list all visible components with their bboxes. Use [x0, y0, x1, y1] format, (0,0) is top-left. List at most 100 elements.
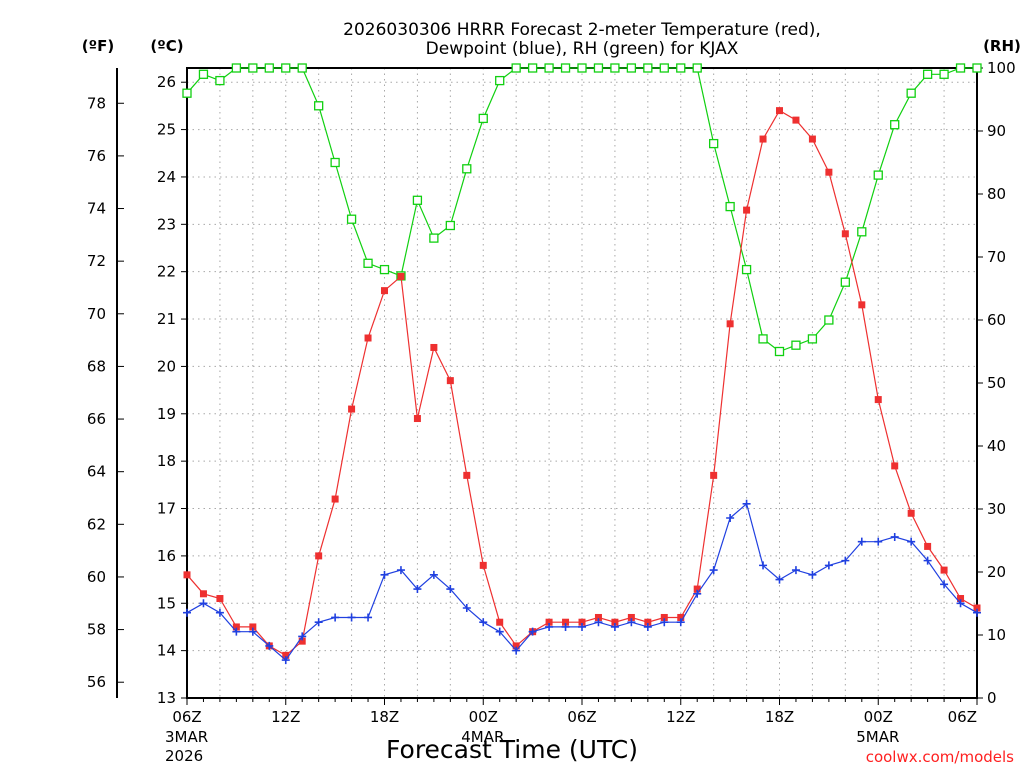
dewpoint-point: [545, 622, 554, 631]
celsius-tick-label: 23: [157, 215, 176, 233]
temperature-point: [381, 287, 388, 295]
rh-point: [330, 157, 340, 168]
rh-point: [412, 195, 423, 205]
rh-point: [527, 63, 538, 73]
temperature-point: [924, 542, 932, 550]
x-year-label: 2026: [165, 747, 203, 765]
rh-point: [511, 63, 521, 73]
rh-point: [824, 315, 834, 325]
dewpoint-series: [183, 499, 981, 665]
rh-point: [577, 63, 587, 73]
temperature-line: [186, 109, 978, 657]
celsius-tick-label: 26: [157, 73, 176, 91]
dewpoint-point: [314, 618, 323, 627]
rh-point: [314, 101, 324, 111]
temperature-point: [825, 168, 833, 176]
temperature-point: [397, 272, 405, 280]
gridlines: [187, 68, 977, 698]
dewpoint-point: [380, 570, 389, 579]
dewpoint-point: [479, 618, 488, 627]
celsius-tick-label: 20: [157, 357, 176, 375]
dewpoint-point: [396, 566, 405, 575]
rh-point: [758, 334, 768, 344]
celsius-tick-label: 15: [157, 594, 176, 612]
dewpoint-point: [610, 622, 619, 631]
temperature-point: [957, 595, 965, 603]
fahrenheit-tick-label: 76: [87, 147, 106, 165]
temperature-point: [298, 637, 306, 645]
x-tick-label: 18Z: [765, 708, 794, 726]
celsius-tick-label: 13: [157, 689, 176, 707]
dewpoint-point: [824, 561, 833, 570]
temperature-point: [973, 604, 981, 612]
rh-point: [709, 138, 719, 149]
dewpoint-point: [940, 580, 949, 589]
rh-tick-label: 0: [987, 689, 997, 707]
x-tick-label: 06Z: [172, 708, 201, 726]
rh-tick-label: 80: [987, 185, 1006, 203]
temperature-series: [183, 107, 981, 659]
rh-point: [676, 63, 686, 73]
dewpoint-point: [808, 570, 817, 579]
rh-point: [544, 63, 554, 73]
dewpoint-point: [627, 618, 636, 627]
temperature-point: [759, 135, 767, 143]
fahrenheit-tick-label: 56: [87, 673, 106, 691]
rh-tick-label: 40: [987, 437, 1006, 455]
rh-point: [857, 227, 867, 237]
rh-point: [840, 277, 850, 287]
rh-point: [626, 63, 637, 73]
rh-line: [186, 67, 977, 353]
temperature-point: [430, 343, 438, 351]
dewpoint-point: [907, 537, 916, 546]
temperature-point: [594, 613, 602, 621]
celsius-tick-label: 18: [157, 452, 176, 470]
rh-tick-label: 60: [987, 311, 1006, 329]
temperature-point: [282, 651, 290, 659]
temperature-point: [463, 471, 471, 479]
series-layer: [182, 63, 982, 665]
rh-point: [198, 69, 209, 79]
dewpoint-point: [248, 627, 257, 636]
dewpoint-point: [446, 585, 455, 594]
rh-point: [445, 220, 455, 231]
dewpoint-point: [857, 537, 866, 546]
celsius-tick-label: 14: [157, 642, 176, 660]
rh-point: [495, 75, 505, 86]
fahrenheit-tick-label: 62: [87, 515, 106, 533]
temperature-point: [660, 613, 668, 621]
rh-point: [346, 214, 357, 224]
rh-point: [791, 340, 801, 350]
rh-point: [774, 346, 785, 357]
dewpoint-point: [429, 570, 438, 579]
dewpoint-point: [923, 556, 932, 565]
dewpoint-point: [183, 608, 191, 617]
dewpoint-point: [660, 618, 669, 627]
fahrenheit-tick-label: 58: [87, 621, 106, 639]
dewpoint-point: [791, 566, 800, 575]
dewpoint-point: [956, 599, 965, 608]
celsius-axis-label: (ºC): [150, 37, 183, 55]
temperature-point: [216, 595, 224, 603]
rh-series: [182, 63, 982, 357]
rh-point: [955, 63, 966, 73]
temperature-point: [249, 623, 257, 631]
rh-point: [643, 63, 653, 73]
rh-tick-label: 20: [987, 563, 1006, 581]
rh-point: [741, 264, 752, 275]
dewpoint-point: [232, 627, 241, 636]
temperature-point: [677, 613, 685, 621]
rh-point: [215, 75, 225, 86]
rh-axis-label: (RH): [983, 37, 1021, 55]
temperature-point: [232, 623, 240, 631]
temperature-point: [562, 618, 570, 626]
temperature-point: [331, 495, 339, 503]
dewpoint-point: [199, 599, 208, 608]
dewpoint-point: [462, 604, 471, 612]
temperature-point: [792, 116, 800, 124]
temperature-point: [776, 107, 783, 115]
dewpoint-point: [709, 566, 718, 575]
celsius-tick-label: 19: [157, 405, 176, 423]
dewpoint-point: [265, 641, 274, 650]
